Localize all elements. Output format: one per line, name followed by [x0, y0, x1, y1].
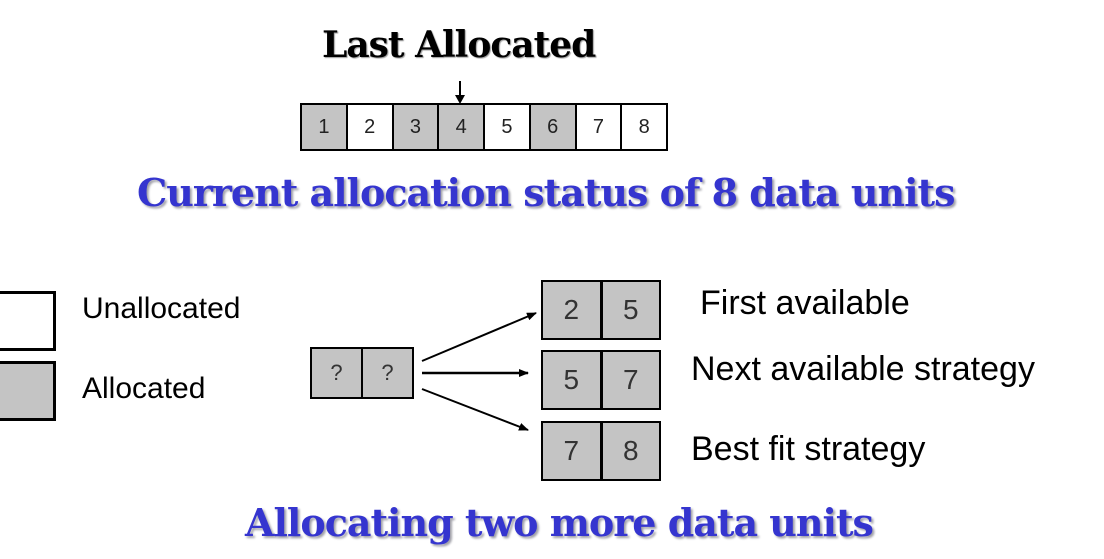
legend-unallocated-swatch — [0, 291, 56, 351]
result-cell: 8 — [599, 423, 660, 479]
last-allocated-label: Last Allocated — [322, 24, 596, 66]
data-unit-6: 6 — [530, 105, 577, 149]
data-unit-7: 7 — [576, 105, 623, 149]
legend-unallocated-label: Unallocated — [82, 292, 241, 325]
legend-allocated-label: Allocated — [82, 372, 206, 405]
data-unit-8: 8 — [622, 105, 666, 149]
allocation-status-title: Current allocation status of 8 data unit… — [137, 170, 955, 215]
arrow-to-first — [421, 312, 537, 362]
data-unit-2: 2 — [347, 105, 394, 149]
result-cell: 2 — [563, 294, 580, 325]
data-unit-1: 1 — [302, 105, 348, 149]
result-cell: 5 — [563, 364, 580, 395]
data-unit-row: 1 2 3 4 5 6 7 8 — [300, 103, 668, 151]
data-unit-4: 4 — [439, 105, 485, 149]
legend-allocated-swatch — [0, 361, 56, 421]
last-allocated-arrow — [455, 81, 465, 104]
first-available-label: First available — [700, 284, 910, 322]
request-pair: ? ? — [310, 347, 414, 399]
request-cell: ? — [330, 360, 343, 385]
next-available-label: Next available strategy — [691, 350, 1035, 388]
result-next-available: 5 7 — [541, 350, 661, 410]
allocating-title: Allocating two more data units — [245, 500, 874, 545]
result-cell: 7 — [599, 352, 660, 408]
arrow-to-best — [421, 388, 529, 431]
result-best-fit: 7 8 — [541, 421, 661, 481]
best-fit-label: Best fit strategy — [691, 430, 926, 468]
result-cell: 7 — [563, 435, 580, 466]
data-unit-3: 3 — [393, 105, 440, 149]
result-first-available: 2 5 — [541, 280, 661, 340]
request-cell: ? — [361, 349, 412, 397]
result-cell: 5 — [599, 282, 660, 338]
data-unit-5: 5 — [485, 105, 531, 149]
